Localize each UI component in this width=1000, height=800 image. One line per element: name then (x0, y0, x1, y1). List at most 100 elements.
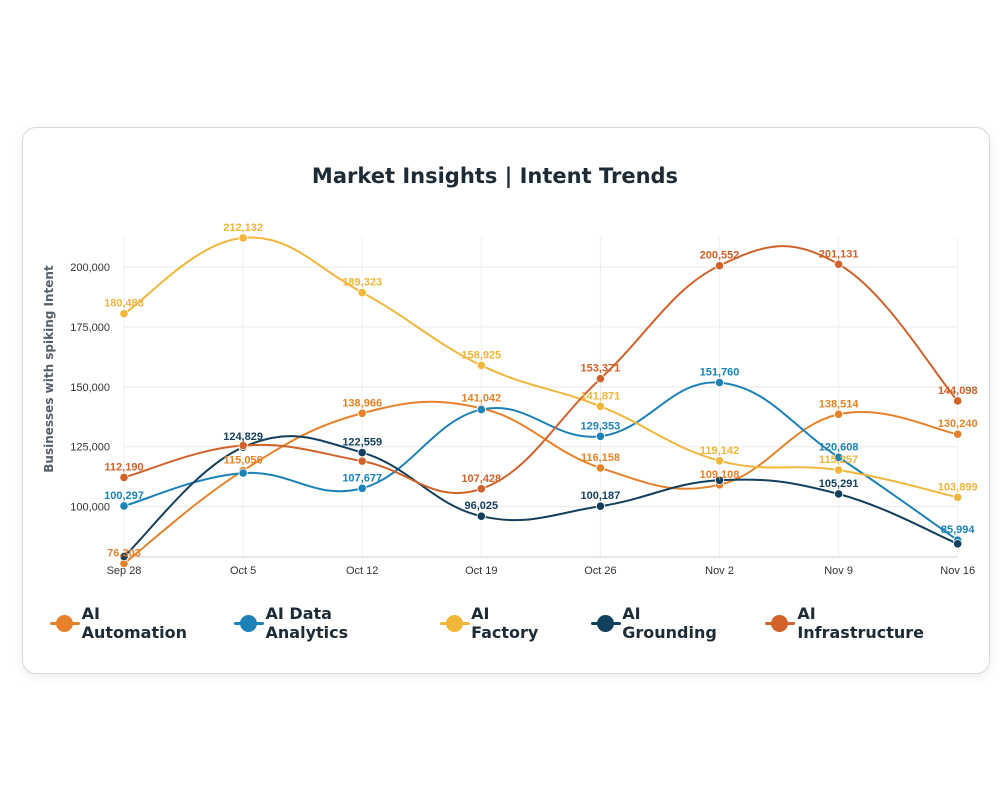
legend-label: AI Data Analytics (265, 604, 349, 642)
x-tick-label: Oct 26 (584, 565, 616, 577)
data-point-ai-data-analytics (714, 377, 725, 388)
chart-card (22, 127, 990, 674)
legend-label: AI Grounding (622, 604, 717, 642)
data-label: 153,371 (581, 363, 621, 375)
legend-label: AI Automation (81, 604, 187, 642)
data-point-ai-data-analytics (119, 501, 129, 511)
data-point-ai-infrastructure (476, 484, 486, 494)
data-point-ai-infrastructure (833, 259, 844, 269)
legend-swatch (439, 615, 470, 632)
data-label: 138,966 (342, 397, 382, 409)
y-tick-label: 100,000 (70, 502, 110, 514)
x-tick-label: Nov 2 (705, 565, 734, 577)
x-tick-label: Oct 5 (230, 565, 256, 577)
series-line-ai-data-analytics (123, 381, 959, 542)
legend-label: AI Factory (471, 604, 539, 642)
data-point-ai-factory (833, 465, 844, 475)
data-point-ai-factory (595, 401, 606, 411)
data-label: 130,240 (938, 418, 978, 430)
data-point-ai-automation (357, 408, 367, 418)
data-point-ai-automation (833, 409, 844, 419)
data-label: 201,131 (819, 248, 859, 260)
data-label: 129,353 (581, 420, 621, 432)
data-point-ai-grounding (119, 551, 129, 562)
data-point-ai-grounding (833, 489, 844, 499)
data-label: 189,323 (342, 277, 382, 289)
data-label: 107,677 (342, 472, 382, 484)
data-label: 103,899 (938, 481, 978, 493)
data-label: 115,056 (224, 455, 263, 467)
data-point-ai-infrastructure (595, 374, 606, 384)
legend-label: AI Infrastructure (797, 604, 925, 642)
data-point-ai-infrastructure (238, 440, 248, 451)
x-tick-label: Oct 19 (465, 565, 497, 577)
data-point-ai-automation (953, 429, 963, 439)
legend-swatch (233, 615, 264, 632)
chart-legend: AI Automation AI Data Analytics AI Factory… (50, 604, 970, 642)
x-tick-label: Sep 28 (107, 565, 142, 577)
data-point-ai-infrastructure (357, 456, 367, 466)
data-point-ai-factory (953, 492, 963, 502)
data-point-ai-data-analytics (238, 468, 248, 478)
data-point-ai-grounding (953, 539, 963, 549)
series-line-ai-automation (123, 400, 958, 565)
data-point-ai-factory (238, 233, 248, 243)
data-label: 144,098 (938, 385, 978, 397)
data-label: 100,187 (581, 490, 621, 502)
data-label: 96,025 (464, 500, 498, 512)
legend-swatch (765, 615, 796, 632)
y-tick-label: 125,000 (70, 442, 110, 454)
data-label: 120,608 (819, 441, 859, 453)
data-label: 158,925 (461, 349, 501, 361)
data-point-ai-data-analytics (357, 483, 367, 493)
legend-item-ai-grounding[interactable]: AI Grounding (590, 604, 724, 642)
data-label: 200,552 (700, 250, 740, 262)
data-label: 141,042 (461, 392, 501, 404)
data-point-ai-data-analytics (476, 404, 486, 415)
data-label: 212,132 (223, 222, 263, 234)
x-tick-label: Nov 9 (824, 565, 853, 577)
data-label: 180,483 (104, 298, 144, 310)
data-point-ai-factory (476, 360, 486, 371)
legend-item-ai-automation[interactable]: AI Automation (50, 604, 192, 642)
data-label: 112,190 (104, 461, 143, 473)
data-point-ai-infrastructure (953, 396, 963, 406)
legend-swatch (50, 615, 80, 632)
data-label: 116,158 (581, 452, 620, 464)
x-tick-label: Nov 16 (940, 565, 975, 577)
series-line-ai-factory (123, 236, 958, 499)
data-label: 107,428 (461, 473, 501, 485)
data-point-ai-data-analytics (595, 431, 606, 441)
data-point-ai-grounding (476, 511, 486, 521)
data-label: 109,108 (700, 469, 740, 481)
data-label: 124,829 (223, 431, 263, 443)
y-tick-label: 200,000 (70, 262, 110, 274)
data-label: 105,291 (819, 478, 859, 490)
x-tick-label: Oct 12 (346, 565, 378, 577)
y-tick-label: 175,000 (70, 322, 110, 334)
data-label: 119,142 (700, 445, 739, 457)
legend-item-ai-factory[interactable]: AI Factory (439, 604, 549, 642)
data-label: 85,994 (941, 524, 976, 536)
data-point-ai-factory (119, 309, 129, 319)
data-label: 100,297 (104, 490, 144, 502)
data-label: 115,257 (819, 454, 858, 466)
data-point-ai-grounding (357, 447, 367, 458)
data-point-ai-factory (357, 287, 367, 298)
data-point-ai-infrastructure (714, 261, 725, 271)
y-tick-label: 150,000 (70, 382, 110, 394)
data-point-ai-infrastructure (119, 472, 129, 483)
data-point-ai-automation (595, 463, 606, 473)
series-line-ai-grounding (123, 435, 959, 558)
data-point-ai-data-analytics (833, 452, 844, 462)
data-label: 141,871 (581, 390, 621, 402)
data-label: 122,559 (342, 437, 382, 449)
legend-item-ai-infrastructure[interactable]: AI Infrastructure (765, 604, 928, 642)
data-label: 76,303 (107, 547, 141, 559)
data-point-ai-grounding (714, 475, 725, 485)
data-point-ai-factory (714, 456, 725, 466)
data-label: 138,514 (819, 398, 860, 410)
legend-item-ai-data-analytics[interactable]: AI Data Analytics (233, 604, 398, 642)
chart-title: Market Insights | Intent Trends (311, 164, 679, 188)
